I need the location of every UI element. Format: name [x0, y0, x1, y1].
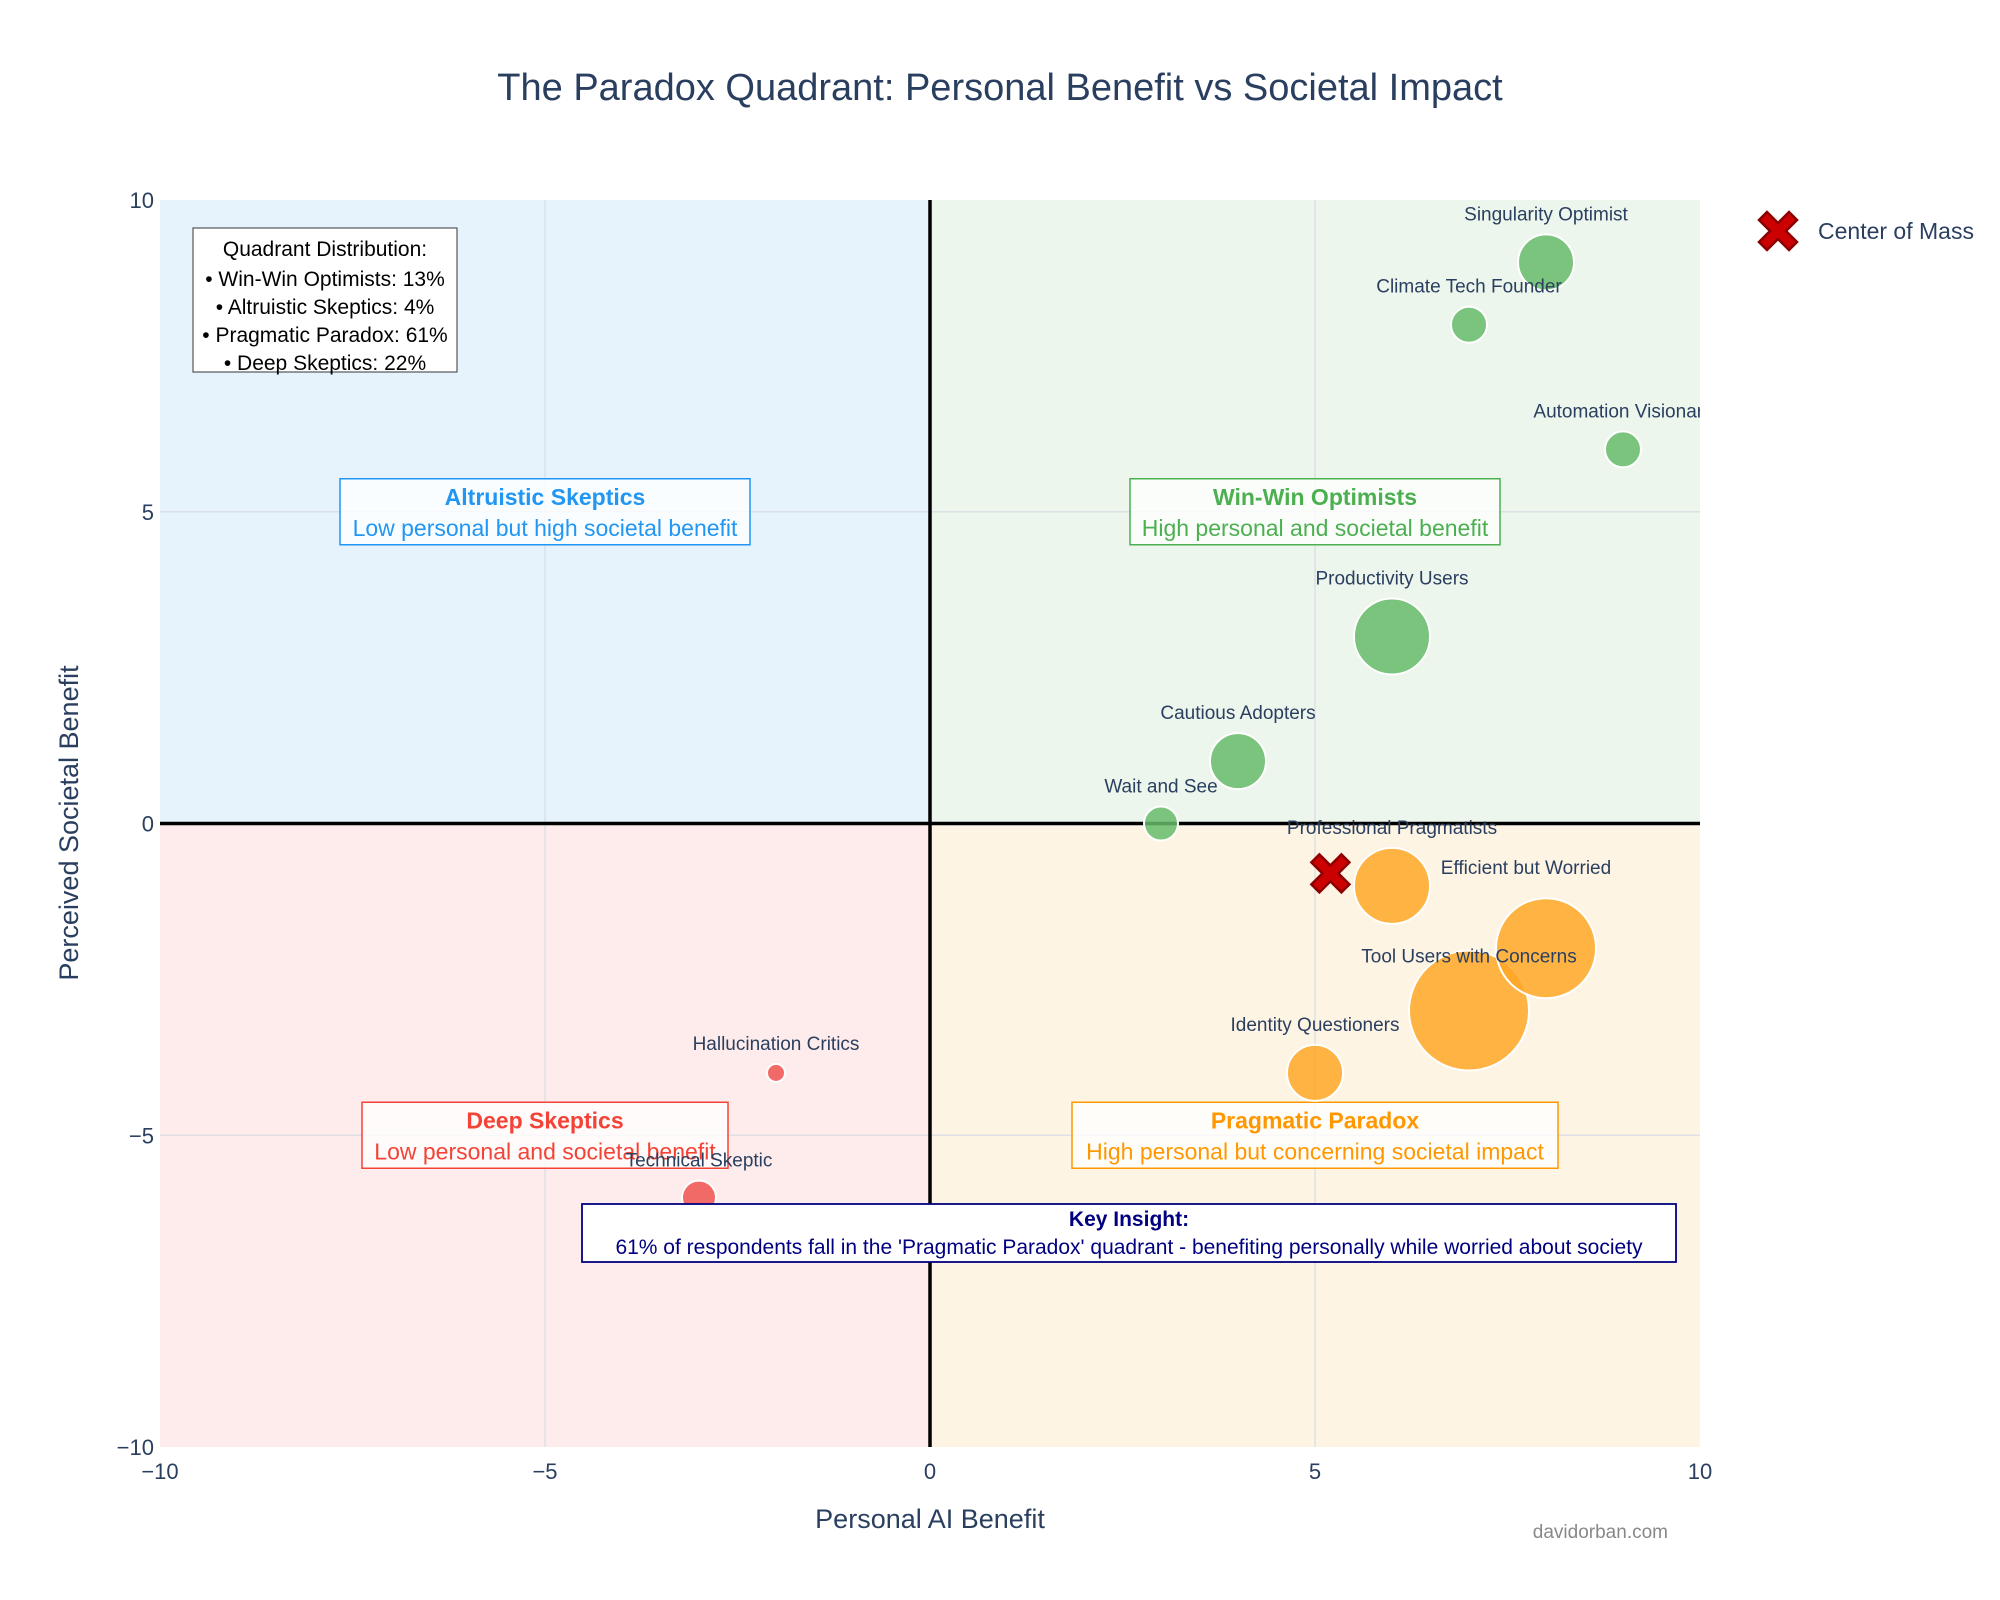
x-tick-label: −5 [532, 1459, 557, 1484]
quadrant-label-subtitle: High personal but concerning societal im… [1086, 1138, 1544, 1164]
quadrant-label-subtitle: Low personal and societal benefit [374, 1138, 716, 1164]
data-point-singularity-optimist[interactable] [1517, 233, 1575, 292]
quadrant-label-box [1071, 1101, 1559, 1169]
data-point-automation-visionary[interactable] [1604, 430, 1642, 469]
quadrant-distribution-box: Quadrant Distribution: • Win-Win Optimist… [192, 227, 458, 375]
distribution-line: • Altruistic Skeptics: 4% [216, 296, 435, 319]
quadrant-label-title: Win-Win Optimists [1213, 484, 1417, 510]
x-tick-label: −10 [141, 1459, 178, 1484]
distribution-line: • Deep Skeptics: 22% [224, 352, 426, 375]
quadrant-label-title: Altruistic Skeptics [445, 484, 646, 510]
distribution-box-frame [192, 227, 458, 373]
y-tick-label: 5 [142, 500, 154, 525]
center-of-mass-marker [1309, 852, 1352, 895]
data-point-identity-questioners[interactable] [1286, 1043, 1344, 1102]
distribution-line: • Pragmatic Paradox: 61% [202, 324, 447, 347]
x-tick-label: 10 [1688, 1459, 1712, 1484]
point-label: Hallucination Critics [693, 1034, 860, 1055]
point-label: Technical Skeptic [626, 1151, 773, 1172]
y-axis-ticks: −10 −5 0 5 10 [117, 188, 154, 1460]
y-tick-label: −5 [129, 1123, 154, 1148]
quadrant-label-altruistic-skeptics: Altruistic Skeptics Low personal but high… [339, 478, 751, 546]
data-point-tool-users-with-concerns[interactable] [1408, 949, 1530, 1072]
x-axis-ticks: −10 −5 0 5 10 [141, 1459, 1712, 1484]
quadrant-label-box [361, 1101, 729, 1169]
y-tick-label: 10 [130, 188, 154, 213]
quadrant-label-pragmatic-paradox: Pragmatic Paradox High personal but conce… [1071, 1101, 1559, 1169]
quadrant-label-subtitle: Low personal but high societal benefit [353, 515, 738, 541]
chart-title: The Paradox Quadrant: Personal Benefit v… [497, 67, 1503, 109]
data-point-wait-and-see[interactable] [1143, 805, 1179, 842]
quadrant-label-title: Pragmatic Paradox [1211, 1107, 1420, 1133]
quadrant-label-subtitle: High personal and societal benefit [1142, 515, 1489, 541]
distribution-line: • Win-Win Optimists: 13% [205, 268, 445, 291]
distribution-title: Quadrant Distribution: [223, 238, 427, 261]
data-point-cautious-adopters[interactable] [1209, 732, 1267, 791]
point-label: Professional Pragmatists [1287, 818, 1497, 839]
quadrant-label-deep-skeptics: Deep Skeptics Low personal and societal b… [361, 1101, 729, 1169]
y-axis-title: Perceived Societal Benefit [54, 665, 84, 981]
legend-label-center-of-mass: Center of Mass [1818, 218, 1974, 244]
key-insight-title: Key Insight: [1069, 1208, 1189, 1231]
key-insight-box: Key Insight: 61% of respondents fall in t… [581, 1203, 1677, 1263]
x-axis-title: Personal AI Benefit [815, 1504, 1045, 1534]
quadrant-label-box [339, 478, 751, 546]
watermark: davidorban.com [1533, 1522, 1668, 1543]
center-of-mass-icon[interactable] [1309, 852, 1352, 895]
point-label: Singularity Optimist [1464, 204, 1628, 225]
point-label: Automation Visionary [1533, 401, 1713, 422]
quadrant-labels: Altruistic Skeptics Low personal but high… [339, 478, 1559, 1169]
data-point-productivity-users[interactable] [1353, 597, 1431, 676]
point-label: Efficient but Worried [1441, 858, 1611, 879]
point-label: Tool Users with Concerns [1361, 947, 1576, 968]
quadrant-label-win-win-optimists: Win-Win Optimists High personal and socie… [1129, 478, 1501, 546]
x-tick-label: 0 [924, 1459, 936, 1484]
data-point-professional-pragmatists[interactable] [1353, 846, 1431, 925]
point-label: Cautious Adopters [1160, 703, 1315, 724]
key-insight-text: 61% of respondents fall in the 'Pragmati… [615, 1236, 1643, 1259]
quadrant-label-title: Deep Skeptics [466, 1107, 623, 1133]
legend-center-of-mass-icon[interactable] [1757, 210, 1799, 252]
point-labels: Singularity Optimist Climate Tech Founder… [626, 204, 1713, 1172]
legend[interactable]: Center of Mass [1757, 210, 1974, 252]
y-tick-label: −10 [117, 1435, 154, 1460]
point-label: Wait and See [1104, 777, 1217, 798]
data-points [681, 233, 1642, 1216]
data-point-climate-tech-founder[interactable] [1450, 305, 1488, 344]
data-point-hallucination-critics[interactable] [766, 1062, 786, 1083]
x-tick-label: 5 [1309, 1459, 1321, 1484]
point-label: Climate Tech Founder [1376, 277, 1562, 298]
data-point-efficient-but-worried[interactable] [1495, 897, 1597, 1000]
point-label: Identity Questioners [1231, 1015, 1400, 1036]
key-insight-frame [581, 1203, 1677, 1263]
quadrant-label-box [1129, 478, 1501, 546]
point-label: Productivity Users [1315, 568, 1468, 589]
y-tick-label: 0 [142, 812, 154, 837]
